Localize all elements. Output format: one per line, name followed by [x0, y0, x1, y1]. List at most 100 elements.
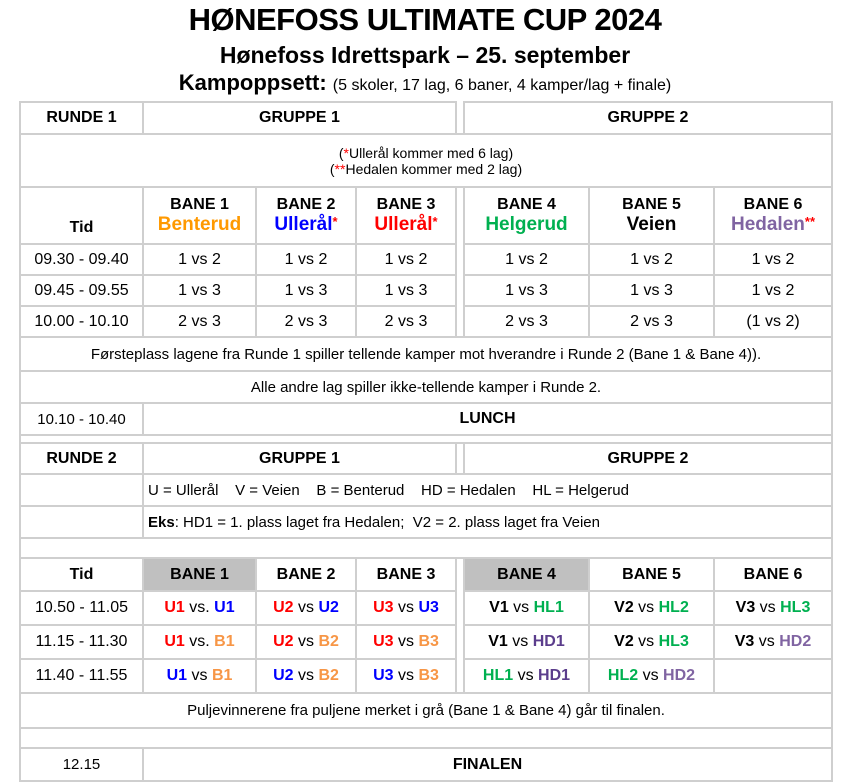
team-code: B1: [211, 667, 233, 684]
team-code: HD2: [779, 633, 812, 650]
field-label: BANE 5: [622, 195, 681, 213]
group-divider: [455, 443, 465, 474]
team-code: B2: [318, 633, 339, 650]
match-cell: U1 vs. U1: [142, 590, 257, 626]
team-code: HL3: [658, 633, 689, 650]
round2-group1: GRUPPE 1: [142, 442, 457, 475]
round2-fields-row: Tid BANE 1 BANE 2 BANE 3 BANE 4 BANE 5 BANE 6: [19, 557, 833, 592]
example-row: Eks: HD1 = 1. plass laget fra Hedalen; V…: [19, 505, 833, 539]
team-name: Ullerål: [374, 213, 433, 235]
match-time: 09.30 - 09.40: [19, 243, 144, 276]
schedule-label: Kampoppsett:: [178, 70, 327, 95]
match-cell: 1 vs 2: [588, 243, 715, 276]
team-code: U3: [373, 633, 394, 650]
page-title: HØNEFOSS ULTIMATE CUP 2024: [188, 2, 662, 37]
group-divider: [455, 558, 465, 591]
team-code: B3: [418, 633, 439, 650]
round2-match-row: 10.50 - 11.05 U1 vs. U1 U2 vs U2 U3 vs U3 V1…: [19, 590, 833, 626]
vs-label: vs: [293, 667, 319, 684]
legend-row: U = Ullerål V = Veien B = Benterud HD = …: [19, 473, 833, 507]
group-divider: [455, 244, 465, 275]
field-header-3: BANE 3 Ullerål*: [355, 186, 457, 245]
info-row: Puljevinnerene fra puljene merket i grå …: [19, 692, 833, 729]
note2: Hedalen kommer med 2 lag: [345, 160, 518, 177]
example-label: Eks: [148, 513, 175, 531]
vs-label: vs: [393, 667, 419, 684]
vs-label: vs: [755, 599, 781, 616]
match-cell: V3 vs HL3: [713, 590, 833, 626]
match-cell: 1 vs 3: [142, 274, 257, 307]
team-code: U1: [166, 667, 188, 684]
team-name: Ullerål: [274, 213, 333, 235]
match-cell: U1 vs B1: [142, 658, 257, 694]
field-header-1: BANE 1 Benterud: [142, 186, 257, 245]
vs-label: vs: [293, 633, 319, 650]
team-code: V2: [614, 633, 634, 650]
field-label: BANE 3: [376, 195, 436, 213]
team-code: U2: [273, 599, 294, 616]
match-cell: 1 vs 3: [463, 274, 590, 307]
round1-info1: Førsteplass lagene fra Runde 1 spiller t…: [19, 336, 833, 372]
group-divider: [455, 625, 465, 659]
vs-label: vs: [508, 599, 534, 616]
group-divider: [455, 275, 465, 306]
vs-label: vs: [638, 667, 664, 684]
team-star: *: [432, 213, 438, 229]
match-cell: 1 vs 3: [255, 274, 357, 307]
team-code: V2: [614, 599, 634, 616]
info-row: Førsteplass lagene fra Runde 1 spiller t…: [19, 336, 833, 372]
team-code: V3: [734, 633, 755, 650]
match-cell: U2 vs B2: [255, 658, 357, 694]
team-code: V3: [735, 599, 756, 616]
match-cell: 1 vs 3: [588, 274, 715, 307]
match-cell: V1 vs HL1: [463, 590, 590, 626]
round2-info: Puljevinnerene fra puljene merket i grå …: [19, 692, 833, 729]
field-team: Hedalen**: [716, 213, 830, 236]
match-cell: V2 vs HL2: [588, 590, 715, 626]
note2-star: **: [334, 160, 346, 177]
match-time: 10.00 - 10.10: [19, 305, 144, 338]
team-code: U3: [373, 667, 394, 684]
match-cell: U3 vs B3: [355, 624, 457, 660]
team-code: U2: [273, 667, 294, 684]
lunch-time: 10.10 - 10.40: [19, 402, 144, 436]
team-code: HD1: [532, 633, 565, 650]
field-header-6: BANE 6 Hedalen**: [713, 186, 833, 245]
round2-header-row: RUNDE 2 GRUPPE 1 GRUPPE 2: [19, 442, 833, 475]
lunch-label: LUNCH: [142, 402, 833, 436]
page-subtitle: Hønefoss Idrettspark – 25. september: [219, 42, 631, 68]
empty-cell: [19, 505, 144, 539]
field-label: BANE 2: [276, 195, 336, 213]
field-label: BANE 4: [497, 195, 556, 213]
match-cell: U3 vs U3: [355, 590, 457, 626]
field-header-3: BANE 3: [355, 557, 457, 592]
vs-label: vs: [187, 667, 212, 684]
match-cell: 1 vs 2: [713, 243, 833, 276]
round1-info2: Alle andre lag spiller ikke-tellende kam…: [19, 370, 833, 404]
round1-notes-row: (*Ullerål kommer med 6 lag) (**Hedalen k…: [19, 133, 833, 188]
match-cell: 1 vs 2: [355, 243, 457, 276]
match-cell: V1 vs HD1: [463, 624, 590, 660]
match-cell: (1 vs 2): [713, 305, 833, 338]
spacer-row: [19, 537, 833, 559]
match-cell: V3 vs HD2: [713, 624, 833, 660]
match-cell: 1 vs 2: [255, 243, 357, 276]
team-code: HL2: [658, 599, 689, 616]
match-cell: 1 vs 2: [463, 243, 590, 276]
round2-group2: GRUPPE 2: [463, 442, 833, 475]
team-code: V1: [489, 599, 509, 616]
team-code: HL3: [780, 599, 811, 616]
field-header-2: BANE 2: [255, 557, 357, 592]
field-label: BANE 6: [743, 195, 803, 213]
vs-label: vs: [633, 599, 659, 616]
team-name: Hedalen: [730, 213, 805, 235]
group-divider: [455, 187, 465, 244]
group-divider: [455, 306, 465, 337]
field-team: Helgerud: [466, 214, 587, 236]
field-team: Ullerål*: [258, 213, 354, 236]
vs-label: vs.: [184, 599, 215, 616]
team-code: HL1: [533, 599, 564, 616]
match-cell: U3 vs B3: [355, 658, 457, 694]
